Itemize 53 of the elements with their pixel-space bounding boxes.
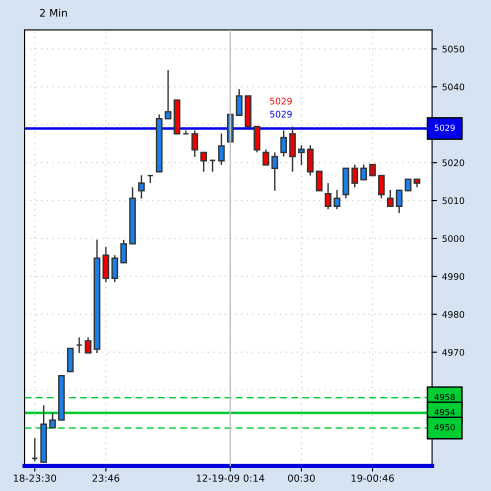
candlestick	[396, 190, 403, 214]
candlestick	[138, 174, 145, 200]
candlestick	[218, 132, 225, 166]
candlestick	[280, 130, 288, 158]
annotation: 5029	[270, 110, 292, 118]
candlestick	[289, 126, 296, 172]
candlestick	[298, 144, 305, 166]
candlestick	[360, 164, 367, 180]
candlestick	[262, 148, 270, 166]
y-tick-label: 5040	[442, 84, 464, 90]
y-tick-label: 4980	[442, 311, 464, 318]
candlestick	[386, 189, 394, 207]
y-tick-label: 5010	[442, 197, 464, 204]
ref-line-label: 4958	[434, 394, 455, 400]
candlestick	[351, 164, 358, 188]
candlestick	[236, 88, 243, 116]
candlestick	[378, 174, 385, 199]
y-tick-label: 5020	[442, 159, 464, 166]
candlestick	[254, 126, 260, 154]
candlestick	[209, 160, 216, 172]
candlestick	[146, 174, 154, 184]
y-tick-label: 4970	[442, 348, 464, 356]
x-tick-label: 12-19-09 0:14	[196, 474, 264, 482]
y-tick-label: 5050	[442, 46, 464, 52]
candlestick	[334, 189, 340, 210]
candlestick	[66, 348, 74, 372]
candlestick	[404, 178, 412, 192]
x-tick-label: 19-00:46	[352, 474, 394, 482]
candlestick	[84, 336, 92, 354]
candlestick	[369, 164, 376, 176]
candlestick	[316, 170, 323, 192]
candlestick	[102, 246, 110, 283]
x-tick-label: 18-23:30	[14, 474, 56, 482]
candlestick	[306, 144, 314, 176]
x-tick-label: 23:46	[92, 474, 120, 482]
candlestick	[49, 412, 56, 428]
candlestick	[191, 130, 198, 158]
chart-title: 2 Min	[40, 8, 67, 17]
candlestick	[271, 152, 278, 192]
ref-line-label: 4950	[434, 424, 455, 430]
x-tick-label: 00:30	[288, 474, 315, 482]
candlestick	[200, 152, 208, 172]
candlestick	[76, 336, 83, 354]
candlestick	[31, 438, 38, 462]
candlestick	[164, 69, 172, 120]
annotation: 5029	[270, 98, 292, 105]
y-tick-label: 5000	[442, 235, 464, 242]
candlestick	[120, 239, 128, 264]
candlestick	[324, 182, 332, 210]
candlestick	[111, 254, 118, 283]
y-tick-label: 4990	[442, 273, 464, 280]
ref-line-label: 4954	[434, 408, 455, 416]
ref-line-label: 5029	[434, 124, 455, 131]
